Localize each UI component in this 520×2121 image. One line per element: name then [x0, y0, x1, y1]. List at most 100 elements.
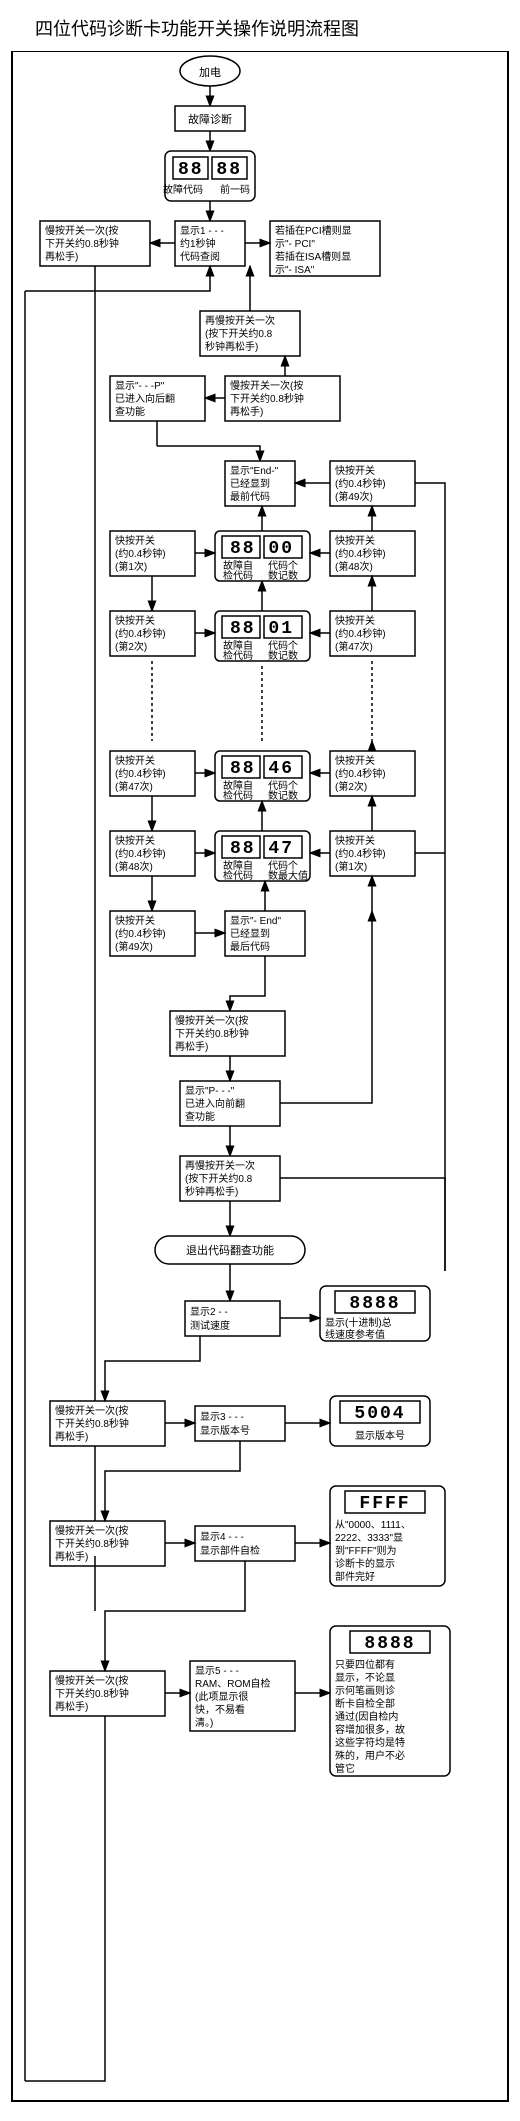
svg-text:这些字符均是特: 这些字符均是特: [335, 1736, 405, 1749]
svg-text:显示"End-": 显示"End-": [230, 465, 279, 477]
svg-text:8888: 8888: [364, 1634, 415, 1654]
svg-text:慢按开关一次(按: 慢按开关一次(按: [45, 224, 118, 237]
svg-text:(第49次): (第49次): [335, 490, 373, 503]
svg-text:显示部件自检: 显示部件自检: [200, 1544, 260, 1557]
svg-text:显示5 - - -: 显示5 - - -: [195, 1665, 239, 1677]
svg-text:若插在PCI槽则显: 若插在PCI槽则显: [275, 224, 352, 237]
svg-text:查功能: 查功能: [115, 405, 145, 418]
svg-text:显示4 - - -: 显示4 - - -: [200, 1531, 244, 1543]
svg-text:再松手): 再松手): [55, 1550, 88, 1563]
svg-text:测试速度: 测试速度: [190, 1319, 230, 1332]
svg-text:88 46: 88 46: [230, 759, 294, 779]
svg-text:(按下开关约0.8: (按下开关约0.8: [205, 327, 273, 340]
svg-text:最前代码: 最前代码: [230, 490, 270, 503]
svg-text:(第47次): (第47次): [335, 640, 373, 653]
svg-text:显示(十进制)总: 显示(十进制)总: [325, 1316, 392, 1329]
svg-text:88 01: 88 01: [230, 619, 294, 639]
svg-text:故障代码: 故障代码: [163, 183, 203, 196]
svg-text:慢按开关一次(按: 慢按开关一次(按: [175, 1014, 248, 1027]
svg-text:查功能: 查功能: [185, 1110, 215, 1123]
svg-text:显示版本号: 显示版本号: [200, 1424, 250, 1437]
svg-text:慢按开关一次(按: 慢按开关一次(按: [230, 379, 303, 392]
svg-text:从"0000、1111、: 从"0000、1111、: [335, 1520, 411, 1531]
svg-text:已经显到: 已经显到: [230, 477, 270, 490]
svg-text:数最大值: 数最大值: [268, 869, 308, 882]
svg-text:显示，不论显: 显示，不论显: [335, 1671, 395, 1684]
svg-text:8888: 8888: [349, 1294, 400, 1314]
svg-text:数记数: 数记数: [268, 649, 298, 662]
svg-text:(约0.4秒钟): (约0.4秒钟): [335, 847, 386, 860]
page-title: 四位代码诊断卡功能开关操作说明流程图: [35, 15, 510, 41]
svg-text:(按下开关约0.8: (按下开关约0.8: [185, 1172, 253, 1185]
svg-text:慢按开关一次(按: 慢按开关一次(按: [55, 1524, 128, 1537]
svg-text:显示"- - -P": 显示"- - -P": [115, 380, 165, 392]
svg-text:(约0.4秒钟): (约0.4秒钟): [335, 547, 386, 560]
svg-text:再松手): 再松手): [175, 1040, 208, 1053]
svg-text:(约0.4秒钟): (约0.4秒钟): [115, 927, 166, 940]
svg-text:下开关约0.8秒钟: 下开关约0.8秒钟: [45, 237, 119, 250]
svg-text:快按开关: 快按开关: [115, 534, 155, 547]
svg-text:到"FFFF"则为: 到"FFFF"则为: [335, 1544, 397, 1557]
svg-text:再松手): 再松手): [55, 1700, 88, 1713]
svg-text:通过(因自检内: 通过(因自检内: [335, 1710, 398, 1723]
svg-text:检代码: 检代码: [223, 649, 253, 662]
svg-text:示"- ISA": 示"- ISA": [275, 265, 315, 276]
flowchart: 加电 故障诊断 88 88 故障代码 前一码 慢按开关一次(按 下开关约0.8秒…: [10, 51, 510, 2111]
svg-text:(第49次): (第49次): [115, 940, 153, 953]
svg-text:下开关约0.8秒钟: 下开关约0.8秒钟: [230, 392, 304, 405]
svg-text:快按开关: 快按开关: [335, 614, 375, 627]
svg-text:快按开关: 快按开关: [115, 914, 155, 927]
svg-text:88 47: 88 47: [230, 839, 294, 859]
svg-text:(约0.4秒钟): (约0.4秒钟): [335, 767, 386, 780]
svg-text:数记数: 数记数: [268, 569, 298, 582]
svg-text:殊的，用户不必: 殊的，用户不必: [335, 1749, 405, 1762]
svg-text:检代码: 检代码: [223, 869, 253, 882]
svg-text:(第47次): (第47次): [115, 780, 153, 793]
svg-text:再松手): 再松手): [55, 1430, 88, 1443]
svg-text:故障诊断: 故障诊断: [188, 112, 232, 126]
svg-text:(约0.4秒钟): (约0.4秒钟): [335, 477, 386, 490]
svg-text:下开关约0.8秒钟: 下开关约0.8秒钟: [175, 1027, 249, 1040]
svg-text:显示3 - - -: 显示3 - - -: [200, 1411, 244, 1423]
svg-text:数记数: 数记数: [268, 789, 298, 802]
svg-text:下开关约0.8秒钟: 下开关约0.8秒钟: [55, 1687, 129, 1700]
svg-text:退出代码翻查功能: 退出代码翻查功能: [186, 1243, 274, 1257]
svg-text:快，不易看: 快，不易看: [195, 1703, 245, 1716]
svg-text:(第2次): (第2次): [115, 640, 147, 653]
svg-text:示"- PCI": 示"- PCI": [275, 239, 315, 250]
svg-text:检代码: 检代码: [223, 789, 253, 802]
svg-text:快按开关: 快按开关: [335, 834, 375, 847]
svg-text:断卡自检全部: 断卡自检全部: [335, 1697, 395, 1710]
svg-text:已进入向后翻: 已进入向后翻: [115, 392, 175, 405]
svg-text:88 00: 88 00: [230, 539, 294, 559]
svg-text:若插在ISA槽则显: 若插在ISA槽则显: [275, 250, 351, 263]
svg-text:(约0.4秒钟): (约0.4秒钟): [335, 627, 386, 640]
svg-text:诊断卡的显示: 诊断卡的显示: [335, 1557, 395, 1570]
svg-text:秒钟再松手): 秒钟再松手): [185, 1185, 238, 1198]
svg-text:5004: 5004: [354, 1404, 405, 1424]
svg-text:秒钟再松手): 秒钟再松手): [205, 340, 258, 353]
svg-text:(第48次): (第48次): [335, 560, 373, 573]
svg-text:快按开关: 快按开关: [335, 464, 375, 477]
svg-text:清。): 清。): [195, 1716, 213, 1729]
svg-text:只要四位都有: 只要四位都有: [335, 1658, 395, 1671]
svg-text:2222、3333"显: 2222、3333"显: [335, 1532, 403, 1544]
svg-text:检代码: 检代码: [223, 569, 253, 582]
svg-text:(第1次): (第1次): [335, 860, 367, 873]
svg-text:快按开关: 快按开关: [115, 834, 155, 847]
svg-text:显示版本号: 显示版本号: [355, 1429, 405, 1442]
svg-text:(此项显示很: (此项显示很: [195, 1690, 248, 1703]
svg-text:快按开关: 快按开关: [335, 754, 375, 767]
svg-text:再慢按开关一次: 再慢按开关一次: [205, 314, 275, 327]
svg-text:慢按开关一次(按: 慢按开关一次(按: [55, 1404, 128, 1417]
svg-text:管它: 管它: [335, 1762, 355, 1775]
svg-text:部件完好: 部件完好: [335, 1570, 375, 1583]
svg-text:下开关约0.8秒钟: 下开关约0.8秒钟: [55, 1417, 129, 1430]
svg-text:(约0.4秒钟): (约0.4秒钟): [115, 627, 166, 640]
svg-text:快按开关: 快按开关: [115, 614, 155, 627]
svg-text:示何笔画则诊: 示何笔画则诊: [335, 1684, 395, 1697]
svg-text:(约0.4秒钟): (约0.4秒钟): [115, 767, 166, 780]
svg-text:88 88: 88 88: [178, 160, 242, 180]
svg-text:显示"- End": 显示"- End": [230, 915, 281, 927]
svg-text:快按开关: 快按开关: [115, 754, 155, 767]
